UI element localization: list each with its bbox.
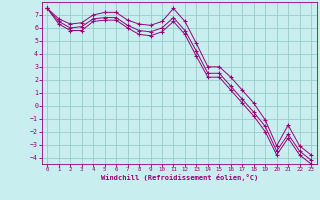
X-axis label: Windchill (Refroidissement éolien,°C): Windchill (Refroidissement éolien,°C) — [100, 174, 258, 181]
